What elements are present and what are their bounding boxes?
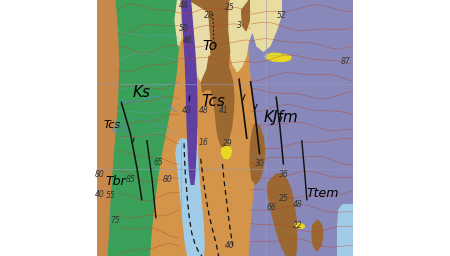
Text: 48: 48: [198, 105, 208, 115]
Text: 80: 80: [162, 175, 172, 184]
Text: 25: 25: [225, 3, 235, 12]
Text: To: To: [202, 39, 217, 53]
Polygon shape: [228, 0, 249, 72]
Polygon shape: [295, 223, 304, 228]
Polygon shape: [266, 53, 291, 61]
Text: 29: 29: [223, 139, 233, 148]
Text: Agua
Spring: Agua Spring: [111, 123, 129, 133]
Text: 22: 22: [293, 221, 303, 230]
Text: 41: 41: [219, 105, 229, 115]
Polygon shape: [250, 123, 265, 184]
Polygon shape: [267, 174, 297, 256]
Text: 46: 46: [183, 36, 193, 46]
Text: 66: 66: [266, 203, 276, 212]
Text: 87: 87: [341, 57, 350, 66]
Text: 30: 30: [255, 159, 265, 168]
Polygon shape: [97, 0, 120, 256]
Polygon shape: [108, 0, 178, 256]
Polygon shape: [191, 128, 204, 256]
Polygon shape: [338, 205, 353, 256]
Text: Ttem: Ttem: [306, 187, 338, 200]
Polygon shape: [248, 0, 281, 51]
Text: 44: 44: [179, 1, 189, 10]
Polygon shape: [176, 138, 194, 256]
Text: 55: 55: [106, 190, 116, 200]
Text: 25: 25: [279, 194, 289, 203]
Polygon shape: [202, 56, 234, 148]
Text: Tcs: Tcs: [202, 94, 225, 109]
Polygon shape: [221, 146, 231, 159]
Text: 48: 48: [182, 105, 192, 115]
Polygon shape: [242, 0, 249, 31]
Polygon shape: [312, 220, 323, 251]
Text: 48: 48: [293, 200, 303, 209]
Polygon shape: [175, 0, 210, 82]
Polygon shape: [181, 0, 197, 184]
Polygon shape: [187, 0, 230, 82]
Text: 80: 80: [94, 169, 104, 179]
Text: KJfm: KJfm: [264, 110, 299, 125]
Polygon shape: [248, 0, 353, 256]
Text: Tcs: Tcs: [104, 120, 121, 131]
Text: 16: 16: [198, 137, 208, 147]
Text: 52: 52: [276, 11, 286, 20]
Text: Tbr: Tbr: [106, 175, 126, 188]
Text: 50: 50: [179, 24, 189, 33]
Text: Ks: Ks: [133, 85, 151, 100]
Text: 28: 28: [203, 11, 213, 20]
Text: 40: 40: [225, 241, 235, 250]
Text: 75: 75: [110, 216, 120, 225]
Text: 85: 85: [126, 175, 135, 184]
Text: 3: 3: [237, 21, 242, 30]
Text: 40: 40: [94, 190, 104, 199]
Text: 65: 65: [153, 158, 163, 167]
Text: 36: 36: [279, 169, 289, 179]
